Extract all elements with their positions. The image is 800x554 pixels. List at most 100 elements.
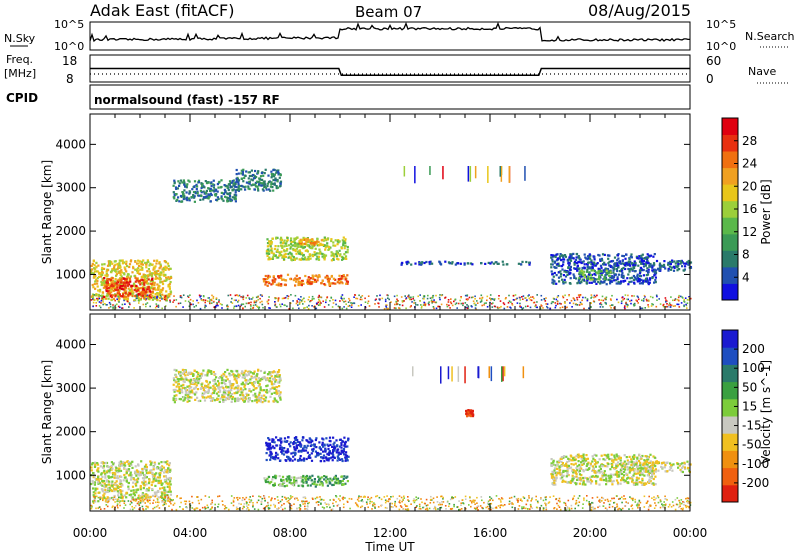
data-cell xyxy=(551,273,554,276)
data-cell xyxy=(609,265,612,268)
data-cell xyxy=(299,238,302,241)
data-cell xyxy=(101,263,104,266)
ground-cell xyxy=(602,306,604,308)
data-cell xyxy=(204,374,207,377)
data-cell xyxy=(323,244,326,247)
ground-cell xyxy=(579,301,582,304)
ground-cell xyxy=(572,297,575,299)
data-cell xyxy=(143,484,146,487)
data-cell xyxy=(343,444,346,447)
data-cell xyxy=(190,396,193,399)
data-cell xyxy=(281,452,284,455)
data-cell xyxy=(259,388,262,391)
data-cell xyxy=(94,461,97,464)
ground-cell xyxy=(543,298,546,301)
data-cell xyxy=(568,256,571,259)
ground-cell xyxy=(198,294,201,297)
data-cell xyxy=(217,197,220,200)
data-cell xyxy=(218,180,221,183)
data-cell xyxy=(268,390,271,393)
data-cell xyxy=(283,437,287,440)
data-cell xyxy=(256,380,259,383)
ground-cell xyxy=(175,299,178,301)
data-cell xyxy=(525,260,528,264)
data-cell xyxy=(157,462,161,465)
ground-cell xyxy=(605,296,608,299)
data-cell xyxy=(144,281,147,284)
data-cell xyxy=(97,500,100,503)
data-cell xyxy=(630,262,633,265)
data-cell xyxy=(168,462,171,465)
data-cell xyxy=(310,282,313,285)
ground-cell xyxy=(483,302,486,305)
data-cell xyxy=(343,257,347,260)
data-cell xyxy=(344,240,347,243)
data-cell xyxy=(123,281,126,284)
ground-cell xyxy=(420,307,423,309)
ground-cell xyxy=(329,300,331,302)
data-cell xyxy=(580,271,583,274)
data-cell xyxy=(632,266,635,269)
data-cell xyxy=(342,447,346,450)
data-cell xyxy=(520,263,523,266)
ground-cell xyxy=(116,303,118,306)
ground-cell xyxy=(655,294,658,297)
data-cell xyxy=(98,481,101,484)
ground-cell xyxy=(297,298,300,300)
data-cell xyxy=(616,269,619,273)
data-cell xyxy=(653,253,656,256)
freq-panel: Freq. [MHz] 18 8 60 0 Nave xyxy=(4,53,790,86)
ground-cell xyxy=(350,302,352,304)
data-cell xyxy=(334,474,337,477)
ground-cell xyxy=(420,304,422,306)
data-cell xyxy=(106,264,110,267)
data-cell xyxy=(301,252,304,255)
data-cell xyxy=(627,267,630,271)
data-cell xyxy=(319,459,323,463)
data-cell xyxy=(247,185,250,188)
ground-cell xyxy=(387,307,389,310)
data-cell xyxy=(145,463,148,466)
data-cell xyxy=(683,269,686,272)
data-cell xyxy=(275,185,278,188)
data-cell xyxy=(300,242,303,245)
ground-cell xyxy=(432,306,435,308)
data-cell xyxy=(128,263,132,266)
data-cell xyxy=(528,261,531,264)
data-cell xyxy=(127,276,130,279)
data-cell xyxy=(129,292,132,295)
data-cell xyxy=(261,188,264,191)
data-cell xyxy=(269,447,272,450)
data-cell xyxy=(593,261,596,264)
ground-cell xyxy=(337,305,340,308)
ground-cell xyxy=(460,296,462,299)
ground-cell xyxy=(665,299,667,301)
data-cell xyxy=(249,381,252,384)
data-cell xyxy=(108,286,112,289)
ground-cell xyxy=(300,296,302,298)
data-cell xyxy=(551,278,554,281)
data-cell xyxy=(178,390,182,393)
data-cell xyxy=(344,453,347,456)
ground-cell xyxy=(299,299,301,301)
data-cell xyxy=(337,278,340,281)
data-cell xyxy=(615,282,618,285)
ground-cell xyxy=(255,301,257,304)
ground-cell xyxy=(611,304,614,306)
ground-cell xyxy=(485,302,487,304)
data-cell xyxy=(295,447,299,450)
ground-cell xyxy=(231,302,234,304)
ground-cell xyxy=(152,296,155,299)
data-cell xyxy=(110,287,114,290)
data-cell xyxy=(225,184,228,187)
data-cell xyxy=(230,386,233,389)
data-cell xyxy=(218,400,221,403)
data-cell xyxy=(221,385,224,388)
data-cell xyxy=(129,462,132,465)
data-cell xyxy=(138,473,141,476)
data-cell xyxy=(588,272,591,275)
data-cell xyxy=(265,458,268,462)
data-cell xyxy=(234,197,237,200)
data-cell xyxy=(147,489,150,492)
ground-cell xyxy=(121,307,124,309)
